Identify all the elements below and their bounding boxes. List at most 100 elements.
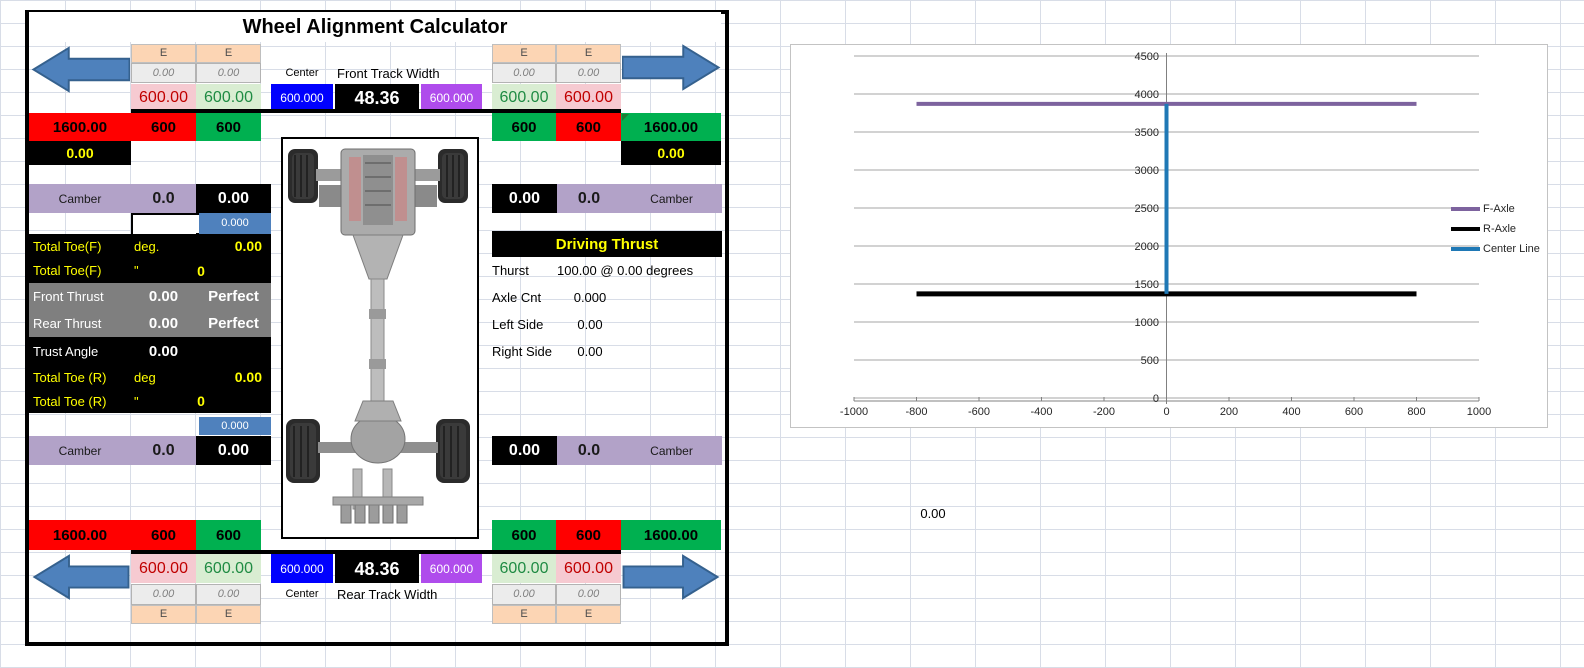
front-toe-cell[interactable]: 0.000 bbox=[199, 213, 271, 234]
front-track-width-value[interactable]: 48.36 bbox=[335, 84, 419, 112]
driving-thrust-header: Driving Thrust bbox=[492, 231, 722, 257]
legend-item[interactable]: F-Axle bbox=[1451, 203, 1540, 215]
divider-line bbox=[131, 109, 621, 113]
front-adjust-cell[interactable]: 0.00 bbox=[131, 63, 196, 83]
camber-rear-right-deg[interactable]: 0.0 bbox=[557, 436, 621, 465]
chassis-image bbox=[281, 137, 479, 539]
front-e-cell[interactable]: E bbox=[492, 44, 556, 63]
front-center-left[interactable]: 600.000 bbox=[271, 84, 333, 112]
rear-e-cell[interactable]: E bbox=[196, 605, 261, 624]
front-center-right[interactable]: 600.000 bbox=[421, 84, 482, 112]
front-axle-right-b[interactable]: 600 bbox=[492, 113, 556, 141]
rear-e-cell[interactable]: E bbox=[492, 605, 556, 624]
front-axle-far-right[interactable]: 1600.00 bbox=[621, 113, 721, 141]
front-axle-left-b[interactable]: 600 bbox=[196, 113, 261, 141]
rear-track-left-inner[interactable]: 600.00 bbox=[196, 554, 261, 583]
front-axle-far-left[interactable]: 1600.00 bbox=[29, 113, 131, 141]
result-value[interactable]: 0.00 bbox=[148, 315, 179, 332]
thrust-row-value[interactable]: 0.000 bbox=[573, 290, 607, 305]
x-tick-label: -400 bbox=[1030, 406, 1052, 418]
front-adjust-cell[interactable]: 0.00 bbox=[196, 63, 261, 83]
front-track-right-inner[interactable]: 600.00 bbox=[492, 84, 556, 112]
y-tick-label: 2000 bbox=[1135, 241, 1159, 253]
camber-front-right-deg[interactable]: 0.0 bbox=[557, 184, 621, 213]
arrow-right-icon[interactable] bbox=[622, 553, 721, 601]
rear-toe-cell[interactable]: 0.000 bbox=[199, 417, 271, 435]
result-value[interactable]: 0.00 bbox=[148, 342, 179, 360]
rear-track-left-outer[interactable]: 600.00 bbox=[131, 554, 196, 583]
rear-axle-right-b[interactable]: 600 bbox=[492, 520, 556, 550]
y-tick-label: 500 bbox=[1141, 355, 1159, 367]
arrow-left-icon[interactable] bbox=[31, 45, 130, 94]
y-tick-label: 1000 bbox=[1135, 317, 1159, 329]
front-e-cell[interactable]: E bbox=[131, 44, 196, 63]
front-e-cell[interactable]: E bbox=[556, 44, 621, 63]
camber-front-left-deg[interactable]: 0.0 bbox=[131, 184, 196, 213]
arrow-left-icon[interactable] bbox=[31, 553, 130, 601]
result-value[interactable]: 0 bbox=[197, 393, 205, 409]
y-tick-label: 1500 bbox=[1135, 279, 1159, 291]
rear-axle-right-a[interactable]: 600 bbox=[556, 520, 621, 550]
camber-rear-right-label: Camber bbox=[621, 436, 722, 465]
chart-legend: F-Axle R-Axle Center Line bbox=[1451, 203, 1540, 255]
camber-front-right-label: Camber bbox=[621, 184, 722, 213]
camber-front-right-value[interactable]: 0.00 bbox=[492, 184, 557, 213]
thrust-row-value[interactable]: 0.00 bbox=[577, 344, 603, 359]
y-tick-label: 4000 bbox=[1135, 89, 1159, 101]
rear-axle-left-a[interactable]: 600 bbox=[131, 520, 196, 550]
camber-rear-right-value[interactable]: 0.00 bbox=[492, 436, 557, 465]
result-value[interactable]: 0.00 bbox=[234, 238, 262, 254]
x-tick-label: -200 bbox=[1093, 406, 1115, 418]
rear-track-right-inner[interactable]: 600.00 bbox=[492, 554, 556, 583]
front-offset-left[interactable]: 0.00 bbox=[29, 141, 131, 165]
front-track-width-label: Front Track Width bbox=[337, 65, 440, 81]
rear-axle-left-b[interactable]: 600 bbox=[196, 520, 261, 550]
x-tick-label: 200 bbox=[1220, 406, 1238, 418]
y-tick-label: 3500 bbox=[1135, 127, 1159, 139]
camber-rear-left-value[interactable]: 0.00 bbox=[196, 436, 271, 465]
x-tick-label: 600 bbox=[1345, 406, 1363, 418]
rear-center-right[interactable]: 600.000 bbox=[421, 554, 482, 583]
legend-label: R-Axle bbox=[1483, 223, 1517, 235]
front-track-right-outer[interactable]: 600.00 bbox=[556, 84, 621, 112]
x-tick-label: 0 bbox=[1163, 406, 1169, 418]
rear-adjust-cell[interactable]: 0.00 bbox=[131, 584, 196, 605]
front-adjust-cell[interactable]: 0.00 bbox=[556, 63, 621, 83]
result-value[interactable]: 0.00 bbox=[148, 288, 179, 305]
legend-swatch bbox=[1451, 207, 1480, 211]
rear-adjust-cell[interactable]: 0.00 bbox=[556, 584, 621, 605]
front-e-cell[interactable]: E bbox=[196, 44, 261, 63]
result-value[interactable]: 0.00 bbox=[234, 369, 262, 385]
rear-e-cell[interactable]: E bbox=[556, 605, 621, 624]
result-value[interactable]: 0 bbox=[197, 262, 205, 279]
front-offset-right[interactable]: 0.00 bbox=[621, 141, 721, 165]
legend-item[interactable]: R-Axle bbox=[1451, 223, 1540, 235]
thrust-row-value[interactable]: 100.00 @ 0.00 degrees bbox=[557, 263, 694, 278]
result-label: Total Toe (R) bbox=[33, 369, 107, 385]
result-label: Total Toe(F) bbox=[33, 263, 102, 278]
thrust-row-value[interactable]: 0.00 bbox=[577, 317, 603, 332]
front-axle-left-a[interactable]: 600 bbox=[131, 113, 196, 141]
front-adjust-cell[interactable]: 0.00 bbox=[492, 63, 556, 83]
rear-adjust-cell[interactable]: 0.00 bbox=[196, 584, 261, 605]
result-unit: deg bbox=[134, 369, 156, 385]
x-tick-label: 800 bbox=[1407, 406, 1425, 418]
rear-center-left[interactable]: 600.000 bbox=[271, 554, 333, 583]
camber-rear-left-deg[interactable]: 0.0 bbox=[131, 436, 196, 465]
stray-value-cell[interactable]: 0.00 bbox=[920, 505, 946, 521]
front-track-left-outer[interactable]: 600.00 bbox=[131, 84, 196, 112]
front-axle-right-a[interactable]: 600 bbox=[556, 113, 621, 141]
rear-axle-far-right[interactable]: 1600.00 bbox=[621, 520, 721, 550]
arrow-right-icon[interactable] bbox=[622, 43, 721, 92]
rear-axle-far-left[interactable]: 1600.00 bbox=[29, 520, 131, 550]
front-track-left-inner[interactable]: 600.00 bbox=[196, 84, 261, 112]
chassis-drawing bbox=[286, 148, 470, 524]
legend-swatch bbox=[1451, 227, 1480, 231]
rear-e-cell[interactable]: E bbox=[131, 605, 196, 624]
rear-track-right-outer[interactable]: 600.00 bbox=[556, 554, 621, 583]
rear-adjust-cell[interactable]: 0.00 bbox=[492, 584, 556, 605]
legend-item[interactable]: Center Line bbox=[1451, 243, 1540, 255]
camber-front-left-value[interactable]: 0.00 bbox=[196, 184, 271, 213]
rear-track-width-value[interactable]: 48.36 bbox=[335, 554, 419, 583]
alignment-chart[interactable]: 0 500 1000 1500 2000 2500 3000 3500 4000 4500 -100… bbox=[790, 44, 1548, 428]
